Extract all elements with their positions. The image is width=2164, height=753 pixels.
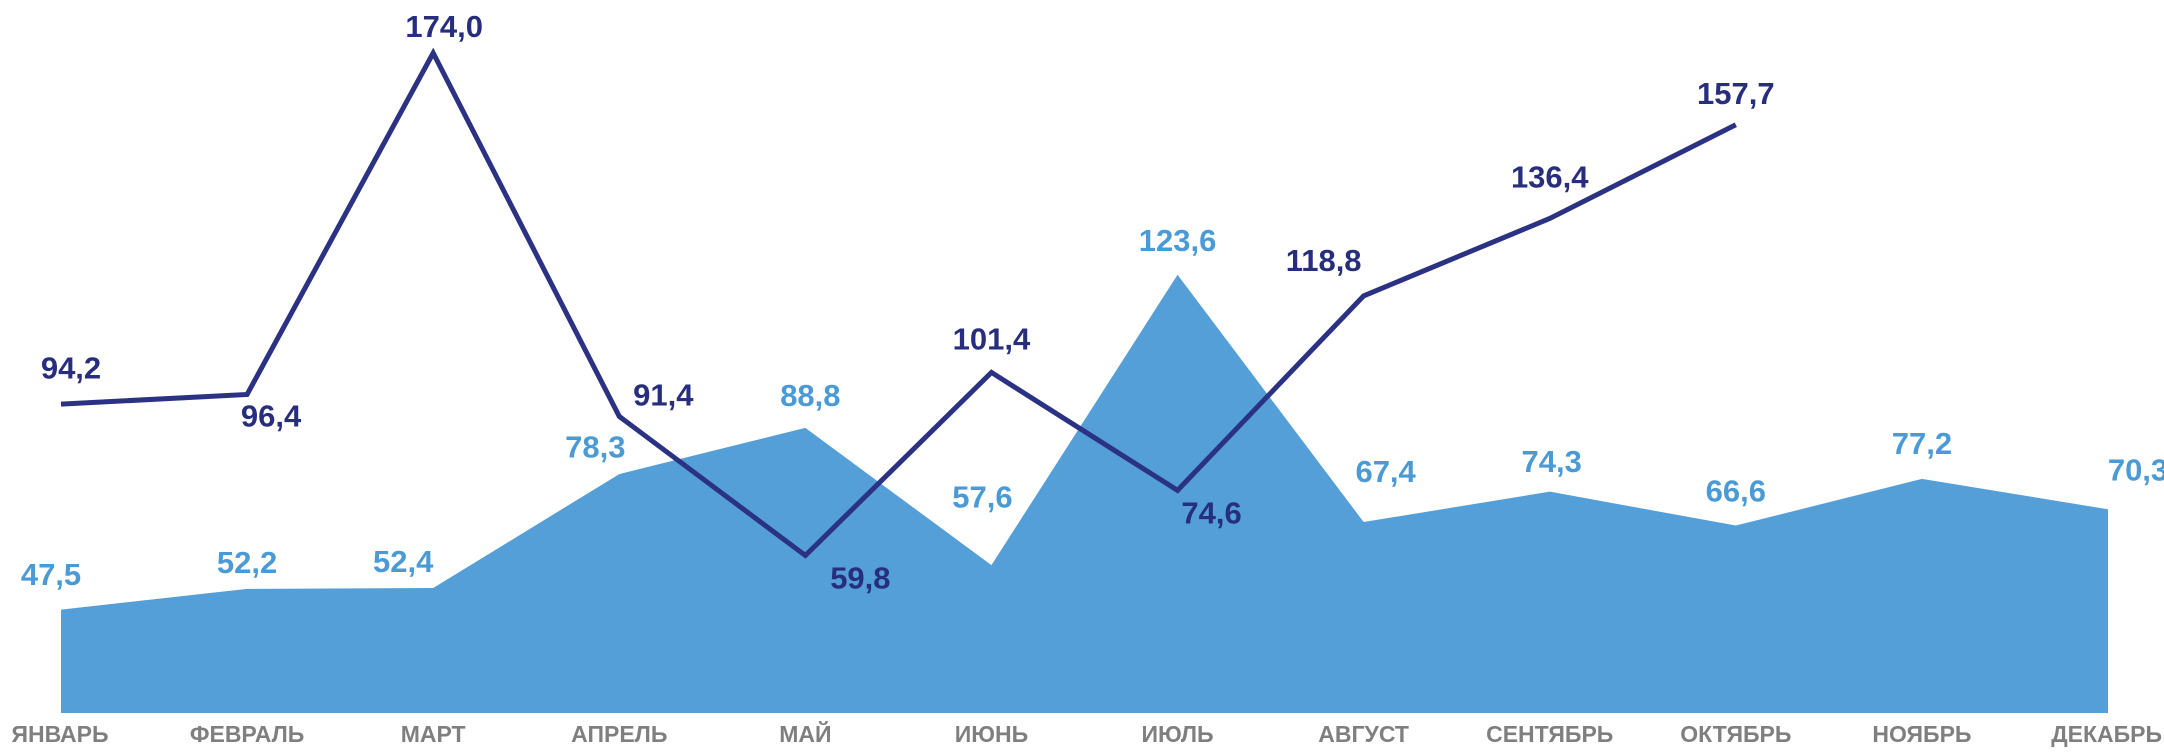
line-data-label: 74,6 [1181, 496, 1241, 531]
line-path [60, 47, 1737, 559]
data-labels: 47,5 52,2 52,4 78,3 88,8 57,6 123,6 67,4 74,3 66,… [21, 9, 2164, 595]
line-series [60, 47, 1737, 559]
area-data-label: 70,3 [2108, 452, 2164, 487]
area-data-label: 74,3 [1522, 444, 1582, 479]
x-tick-label: СЕНТЯБРЬ [1486, 721, 1613, 747]
line-data-label: 101,4 [953, 322, 1031, 357]
x-tick-label: ФЕВРАЛЬ [190, 721, 304, 747]
line-data-label: 136,4 [1511, 160, 1589, 195]
area-data-label: 66,6 [1706, 474, 1766, 509]
x-tick-label: ИЮЛЬ [1142, 721, 1214, 747]
x-axis-ticks: ЯНВАРЬ ФЕВРАЛЬ МАРТ АПРЕЛЬ МАЙ ИЮНЬ ИЮЛЬ АВГУСТ… [11, 720, 2162, 747]
line-data-label: 174,0 [405, 9, 483, 44]
area-data-label: 52,2 [217, 545, 277, 580]
line-data-label: 91,4 [633, 378, 694, 413]
line-data-label: 59,8 [830, 561, 890, 596]
x-tick-label: МАРТ [401, 721, 466, 747]
line-data-label: 118,8 [1286, 243, 1362, 278]
x-tick-label: АПРЕЛЬ [571, 721, 667, 747]
x-tick-label: АВГУСТ [1318, 721, 1409, 747]
area-data-label: 77,2 [1892, 426, 1952, 461]
line-data-label: 96,4 [241, 399, 302, 434]
area-data-label: 88,8 [780, 378, 840, 413]
area-data-label: 67,4 [1355, 454, 1416, 489]
area-fill [61, 274, 2108, 713]
x-tick-label: ЯНВАРЬ [11, 721, 108, 747]
x-tick-label: ДЕКАБРЬ [2051, 721, 2162, 747]
line-data-label: 157,7 [1697, 76, 1775, 111]
line-data-label: 94,2 [41, 350, 101, 385]
x-tick-label: НОЯБРЬ [1872, 721, 1971, 747]
area-data-label: 57,6 [952, 479, 1012, 514]
x-tick-label: МАЙ [779, 720, 831, 747]
area-data-label: 47,5 [21, 557, 81, 592]
area-data-label: 78,3 [565, 429, 625, 464]
area-data-label: 52,4 [373, 544, 434, 579]
area-data-label: 123,6 [1139, 223, 1217, 258]
x-tick-label: ИЮНЬ [955, 721, 1028, 747]
area-series [61, 274, 2108, 713]
x-tick-label: ОКТЯБРЬ [1680, 721, 1791, 747]
